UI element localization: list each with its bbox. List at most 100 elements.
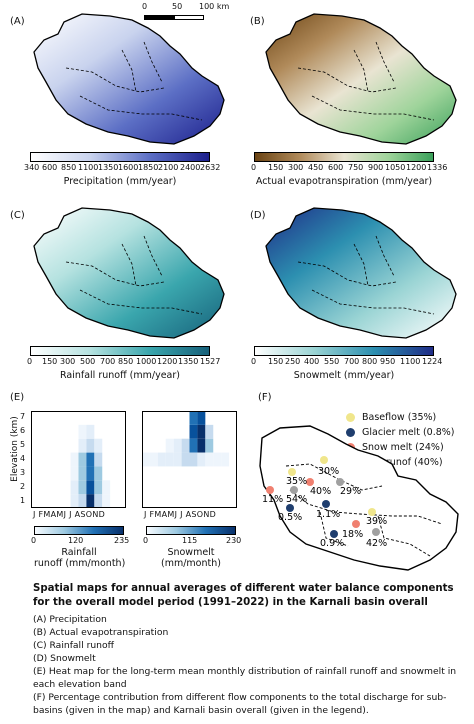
- scale-bar: 0 50 100 km: [142, 2, 264, 26]
- map-snowmelt: [265, 207, 457, 339]
- colorbar-a: 340 600 850 1100 1350 1600 1850 2100 240…: [24, 152, 220, 187]
- scale-bar-black: [144, 15, 174, 20]
- cbar-c-tick-0: 0: [27, 357, 33, 366]
- map-label-0-9: 0.9%: [320, 538, 344, 549]
- map-flow-contribution: 35% 30% 40% 29% 11% 54% 0.5% 1.1% 39% 18…: [259, 425, 459, 571]
- caption-item-c: (C) Rainfall runoff: [33, 640, 114, 651]
- subbasin-boundaries-d: [297, 235, 435, 315]
- snow-heat-cell: [205, 438, 214, 453]
- caption-title: Spatial maps for annual averages of diff…: [33, 583, 454, 608]
- snow-heat-cell: [197, 411, 206, 425]
- legend-text-snowmelt: Snow melt (24%): [362, 442, 444, 453]
- snow-heat-cell: [197, 424, 206, 439]
- heatmap-snow-cbar-ticks: 0 115 230: [143, 535, 241, 546]
- rain-heat-cell: [86, 480, 95, 495]
- cbar-a-tick-6: 1850: [138, 163, 159, 172]
- basin-outline-f: [259, 425, 459, 571]
- snow-heat-cell: [157, 452, 166, 467]
- subbasin-boundaries-c: [65, 235, 203, 315]
- rain-heat-cell: [94, 480, 103, 495]
- flow-marker: [290, 486, 298, 494]
- rain-heat-cell: [86, 452, 95, 467]
- scale-tick-100: 100 km: [199, 2, 230, 11]
- cbar-c-tick-3: 500: [80, 357, 96, 366]
- cbar-b-tick-0: 0: [251, 163, 257, 172]
- cbar-b-tick-7: 1050: [385, 163, 406, 172]
- colorbar-c-ticks: 0 150 300 500 700 850 1000 1200 1350 152…: [27, 356, 220, 368]
- panel-label-e: (E): [10, 392, 25, 403]
- scale-bar-white: [174, 15, 204, 20]
- caption-item-b: (B) Actual evapotranspiration: [33, 627, 169, 638]
- rain-cbar-tick-0: 0: [31, 536, 37, 545]
- map-label-11: 11%: [262, 494, 283, 505]
- cbar-a-tick-0: 340: [24, 163, 40, 172]
- map-label-42: 42%: [366, 538, 387, 549]
- map-evapotranspiration: [265, 13, 457, 145]
- scale-tick-0: 0: [142, 2, 148, 11]
- colorbar-d: 0 150 250 400 550 700 800 950 1100 1224 …: [251, 346, 442, 381]
- snow-heat-cell: [189, 424, 198, 439]
- cbar-d-tick-9: 1224: [422, 357, 443, 366]
- y-tick-5: 5: [20, 440, 26, 449]
- cbar-a-tick-1: 600: [42, 163, 58, 172]
- snow-heat-cell: [181, 438, 190, 453]
- heatmap-rainfall-runoff: [31, 411, 126, 508]
- cbar-d-tick-4: 550: [324, 357, 340, 366]
- legend-dot-glacier: [346, 428, 355, 437]
- cbar-d-tick-1: 150: [268, 357, 284, 366]
- legend-item-baseflow: Baseflow (35%): [346, 410, 466, 425]
- rain-cbar-tick-1: 120: [68, 536, 84, 545]
- rain-heat-cell: [94, 438, 103, 453]
- cbar-b-tick-1: 150: [268, 163, 284, 172]
- rain-heat-cell: [70, 480, 79, 495]
- cbar-a-tick-7: 2100: [158, 163, 179, 172]
- snow-cbar-tick-0: 0: [143, 536, 149, 545]
- cbar-d-tick-7: 950: [380, 357, 396, 366]
- snow-heat-cell: [142, 452, 150, 467]
- cbar-c-tick-5: 850: [118, 357, 134, 366]
- cbar-a-tick-5: 1600: [118, 163, 139, 172]
- snow-heat-cell: [165, 438, 174, 453]
- cbar-d-tick-6: 800: [362, 357, 378, 366]
- panel-e-y-axis-label: Elevation (km): [10, 416, 20, 482]
- map-precipitation: [33, 13, 225, 145]
- cbar-d-tick-0: 0: [251, 357, 257, 366]
- snow-heat-cell: [189, 411, 198, 425]
- caption-item-d: (D) Snowmelt: [33, 653, 96, 664]
- flow-marker: [330, 530, 338, 538]
- flow-marker: [306, 478, 314, 486]
- y-tick-7: 7: [20, 412, 26, 421]
- flow-contribution-labels: 35% 30% 40% 29% 11% 54% 0.5% 1.1% 39% 18…: [262, 466, 387, 549]
- cbar-b-tick-3: 450: [308, 163, 324, 172]
- rain-heat-cell: [70, 494, 79, 508]
- legend-text-baseflow: Baseflow (35%): [362, 412, 437, 423]
- figure-caption: Spatial maps for annual averages of diff…: [33, 582, 463, 717]
- flow-marker: [368, 508, 376, 516]
- heatmap-rain-colorbar-gradient: [34, 526, 124, 535]
- rain-heat-cell: [86, 494, 95, 508]
- colorbar-c-gradient: [30, 346, 210, 356]
- map-label-35: 35%: [286, 476, 307, 487]
- rain-heat-cell: [78, 480, 87, 495]
- colorbar-b-ticks: 0 150 300 450 600 750 900 1050 1200 1336: [251, 162, 447, 174]
- panel-label-d: (D): [250, 210, 266, 221]
- snow-heat-cell: [189, 438, 198, 453]
- snow-heat-cell: [221, 452, 230, 467]
- map-label-29: 29%: [340, 486, 361, 497]
- basin-outline-a: [33, 13, 225, 145]
- map-rainfall-runoff: [33, 207, 225, 339]
- cbar-a-tick-2: 850: [61, 163, 77, 172]
- flow-marker: [266, 486, 274, 494]
- heatmap-snow-months: J FMAMJ J ASOND: [144, 510, 217, 519]
- snow-cbar-tick-2: 230: [226, 536, 242, 545]
- snow-heat-cell: [173, 452, 182, 467]
- legend-text-glacier: Glacier melt (0.8%): [362, 427, 455, 438]
- rain-heat-cell: [70, 466, 79, 481]
- flow-marker: [336, 478, 344, 486]
- snow-heat-cell: [197, 438, 206, 453]
- heatmap-rain-months: J FMAMJ J ASOND: [33, 510, 106, 519]
- map-label-54: 54%: [286, 494, 307, 505]
- cbar-b-tick-8: 1200: [406, 163, 427, 172]
- rain-heat-cell: [94, 466, 103, 481]
- map-label-39: 39%: [366, 516, 387, 527]
